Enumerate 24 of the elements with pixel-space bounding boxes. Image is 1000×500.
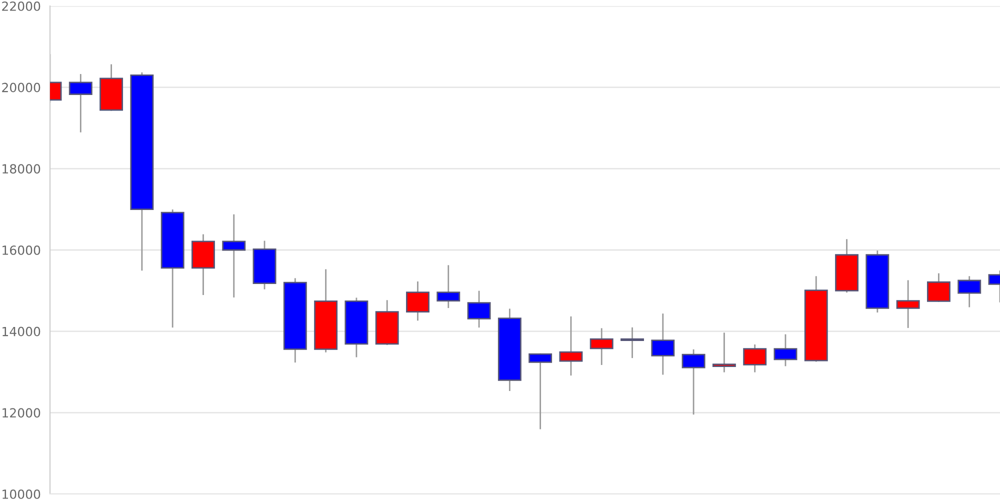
candlestick (958, 276, 982, 308)
y-tick-label: 16000 (2, 245, 40, 255)
y-tick-label: 12000 (2, 408, 40, 418)
candlestick (926, 273, 950, 302)
candlestick (896, 280, 920, 328)
y-tick-label: 10000 (2, 489, 40, 499)
candlestick (620, 327, 644, 358)
candlestick (406, 281, 430, 321)
y-tick-label: 14000 (2, 326, 40, 336)
candlestick (651, 314, 675, 375)
candlestick (590, 328, 614, 365)
candlestick (559, 316, 583, 376)
candlestick (222, 214, 246, 298)
candlestick (528, 353, 552, 430)
candlestick (774, 334, 798, 366)
candlestick (436, 265, 460, 308)
y-tick-label: 22000 (2, 1, 40, 11)
y-tick-label: 18000 (2, 164, 40, 174)
candlestick (743, 344, 767, 372)
candlestick (68, 74, 92, 132)
candlestick (682, 349, 706, 415)
y-tick-label: 20000 (2, 82, 40, 92)
candlestick (712, 332, 736, 372)
candlestick (467, 290, 491, 328)
